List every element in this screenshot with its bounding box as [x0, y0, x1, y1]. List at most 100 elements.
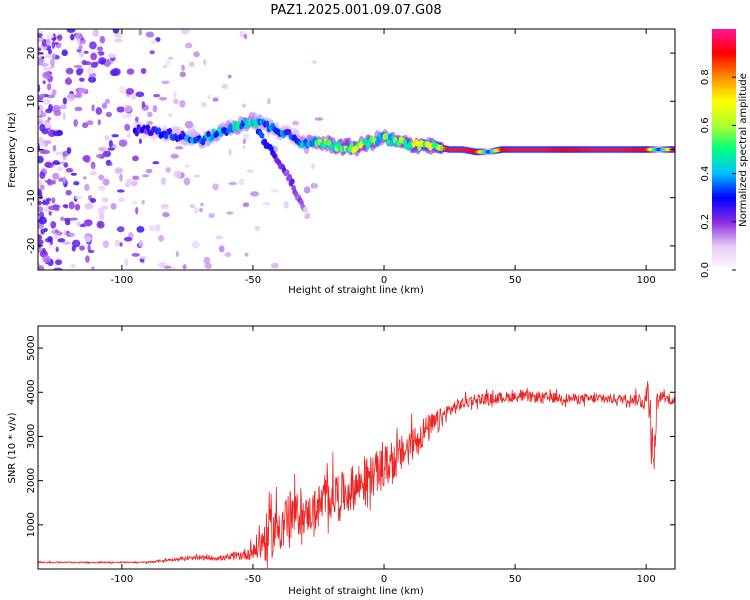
noise-blob	[158, 261, 167, 268]
noise-blob	[38, 52, 45, 56]
noise-blob	[76, 221, 81, 227]
noise-blob	[141, 199, 145, 205]
noise-blob	[138, 239, 144, 248]
noise-blob	[46, 94, 55, 99]
colorbar-tick-label: 0.0	[700, 262, 711, 278]
noise-blob	[38, 109, 42, 117]
noise-blob	[126, 68, 135, 75]
noise-blob	[83, 176, 87, 180]
noise-blob	[82, 155, 90, 162]
noise-blob	[82, 122, 89, 129]
noise-blob	[146, 111, 153, 118]
noise-blob	[48, 205, 57, 211]
noise-blob	[173, 98, 179, 105]
noise-blob	[165, 167, 171, 173]
noise-blob	[57, 238, 66, 243]
noise-blob	[224, 252, 232, 258]
top-y-axis: -20 -10 0 10 20	[26, 47, 675, 254]
noise-blob	[203, 58, 207, 66]
noise-blob	[242, 202, 250, 208]
bottom-plot-frame	[37, 325, 676, 570]
noise-blob	[89, 41, 97, 50]
noise-blob	[116, 226, 125, 233]
noise-blob	[254, 225, 260, 232]
noise-blob	[54, 41, 59, 46]
noise-blob	[42, 80, 46, 85]
noise-blob	[182, 264, 187, 270]
noise-blob	[38, 234, 42, 242]
y-tick-label: 2000	[26, 468, 37, 493]
noise-blob	[38, 118, 44, 126]
noise-blob	[155, 224, 161, 232]
noise-blob	[52, 130, 60, 137]
noise-blob	[116, 189, 125, 193]
noise-blob	[92, 29, 99, 37]
noise-blob	[55, 151, 64, 155]
ridge-cell	[156, 127, 162, 134]
noise-blob	[126, 133, 131, 138]
noise-blob	[98, 221, 103, 227]
y-tick-label: 0	[26, 146, 37, 152]
noise-blob	[314, 117, 324, 121]
noise-blob	[66, 29, 76, 33]
noise-blob	[204, 262, 213, 269]
noise-blob	[48, 103, 53, 111]
noise-blob	[158, 234, 165, 242]
noise-blob	[54, 229, 59, 234]
noise-blob	[271, 188, 279, 193]
noise-blob	[242, 138, 247, 145]
noise-blob	[70, 263, 76, 269]
noise-blob	[303, 186, 311, 194]
noise-blob	[152, 161, 160, 165]
noise-blob	[139, 255, 147, 260]
noise-blob	[53, 110, 62, 117]
noise-blob	[66, 147, 72, 155]
noise-blob	[114, 167, 124, 174]
noise-blob	[52, 144, 57, 152]
noise-blob	[227, 74, 232, 79]
noise-blob	[79, 77, 85, 82]
noise-blob	[135, 206, 139, 215]
noise-blob	[118, 197, 126, 203]
noise-blob	[130, 94, 137, 100]
noise-blob	[63, 176, 67, 184]
top-y-axis-label: Frequency (Hz)	[7, 112, 18, 188]
noise-blob	[158, 96, 168, 101]
colorbar-gradient	[712, 29, 736, 270]
noise-blob	[175, 146, 184, 150]
noise-blob	[246, 169, 254, 173]
noise-blob	[90, 52, 97, 61]
noise-blob	[114, 32, 123, 39]
noise-blob	[38, 93, 46, 97]
noise-blob	[38, 145, 41, 153]
y-tick-label: -20	[26, 238, 37, 254]
noise-blob	[221, 83, 228, 89]
noise-blob	[267, 98, 271, 105]
noise-blob	[162, 212, 170, 218]
noise-blob	[100, 205, 109, 210]
noise-blob	[160, 177, 167, 185]
noise-blob	[38, 47, 42, 52]
noise-blob	[38, 206, 44, 213]
noise-blob	[98, 174, 105, 181]
noise-blob	[65, 168, 74, 173]
noise-blob	[84, 183, 90, 191]
noise-blob	[91, 104, 95, 112]
ridge-cell	[264, 120, 270, 127]
noise-blob	[149, 50, 155, 55]
noise-blob	[193, 206, 199, 214]
noise-blob	[38, 200, 42, 206]
colorbar-tick-label: 0.4	[700, 166, 711, 182]
noise-blob	[70, 172, 77, 176]
ridge-cell	[389, 140, 395, 147]
noise-blob	[49, 58, 56, 66]
noise-blob	[90, 61, 99, 68]
noise-blob	[102, 150, 112, 158]
noise-blob	[141, 174, 150, 178]
noise-blob	[39, 123, 46, 132]
noise-blob	[131, 200, 138, 205]
noise-blob	[189, 203, 196, 209]
noise-blob	[95, 107, 103, 115]
noise-blob	[262, 201, 271, 206]
